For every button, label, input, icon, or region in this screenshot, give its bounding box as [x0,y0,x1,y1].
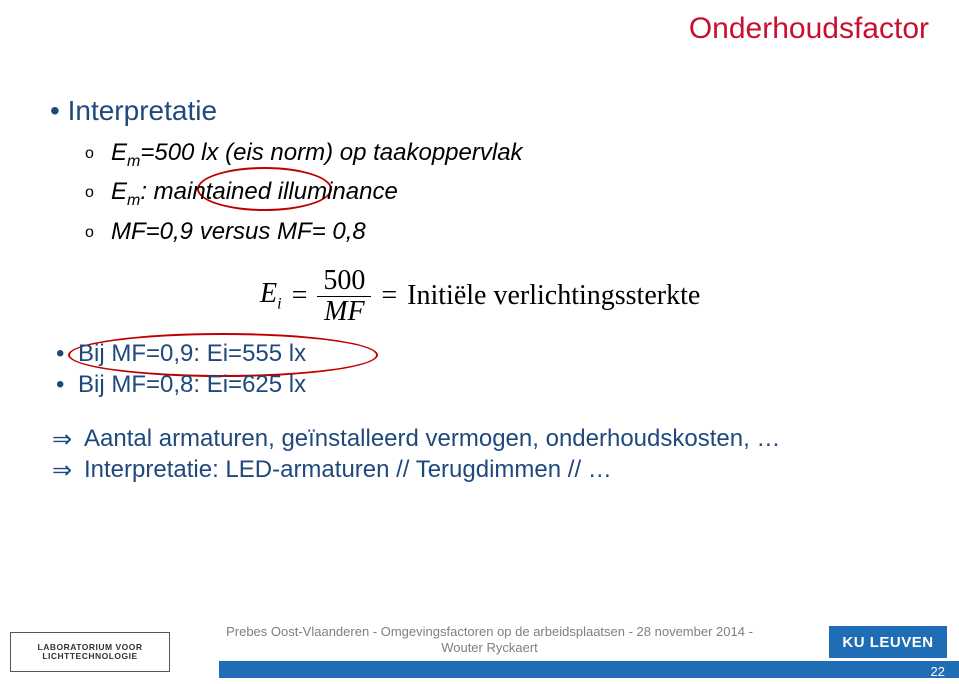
formula-sub-i: i [277,296,281,313]
formula-denominator: MF [318,297,370,326]
main-bullet-label: Interpretatie [68,95,217,126]
main-bullet: • Interpretatie [50,95,919,127]
lab-logo-line2: LICHTTECHNOLOGIE [42,652,137,661]
sub2-rest: : maintained illuminance [140,178,397,205]
lab-logo: LABORATORIUM VOOR LICHTTECHNOLOGIE [10,632,170,672]
footer-band [219,661,959,678]
sub-item-2: o Em: maintained illuminance [85,176,919,211]
conclusion-1: Aantal armaturen, geïnstalleerd vermogen… [50,425,919,453]
sub-item-3: o MF=0,9 versus MF= 0,8 [85,216,919,248]
formula-eq1: = [292,280,308,312]
formula-numerator: 500 [317,266,371,296]
formula-rhs: Initiële verlichtingssterkte [407,280,700,312]
formula-fraction: 500 MF [317,266,371,326]
sub1-rest: =500 lx (eis norm) op taakoppervlak [140,139,522,166]
sub1-prefix: E [111,139,127,166]
sub3-text: MF=0,9 versus MF= 0,8 [111,218,366,245]
result-line-2: Bij MF=0,8: Ei=625 lx [50,371,919,399]
page-number: 22 [931,664,945,679]
conclusion-2: Interpretatie: LED-armaturen // Terugdim… [50,456,919,484]
formula-eq2: = [381,280,397,312]
footer-line1: Prebes Oost-Vlaanderen - Omgevingsfactor… [200,624,779,640]
result-line-1: Bij MF=0,9: Ei=555 lx [50,340,919,368]
conclusion-list: Aantal armaturen, geïnstalleerd vermogen… [50,425,919,484]
formula: Ei = 500 MF = Initiële verlichtingssterk… [260,266,919,326]
formula-E: E [260,278,277,309]
slide-title: Onderhoudsfactor [689,12,929,46]
sub1-subscript: m [127,153,140,170]
sub-list: o Em=500 lx (eis norm) op taakoppervlak … [85,137,919,248]
sub-item-1: o Em=500 lx (eis norm) op taakoppervlak [85,137,919,172]
footer-line2: Wouter Ryckaert [200,640,779,656]
sub2-prefix: E [111,178,127,205]
sub2-subscript: m [127,192,140,209]
content-area: • Interpretatie o Em=500 lx (eis norm) o… [50,95,919,487]
bullet-circle-icon: o [85,222,94,244]
result-list: Bij MF=0,9: Ei=555 lx Bij MF=0,8: Ei=625… [50,340,919,399]
ku-leuven-logo: KU LEUVEN [829,626,947,658]
footer: LABORATORIUM VOOR LICHTTECHNOLOGIE Prebe… [0,626,959,684]
footer-center-text: Prebes Oost-Vlaanderen - Omgevingsfactor… [200,624,779,657]
bullet-circle-icon: o [85,182,94,204]
bullet-circle-icon: o [85,143,94,165]
